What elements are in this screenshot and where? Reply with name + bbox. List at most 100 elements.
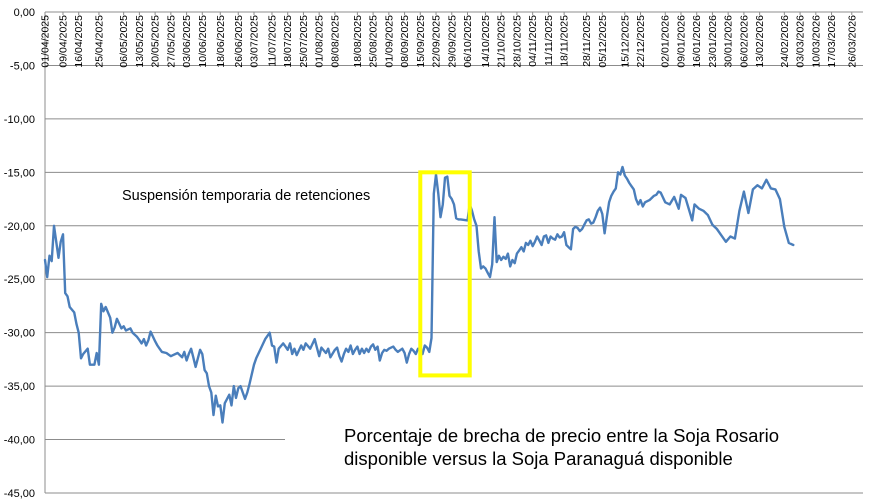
- x-tick-label: 18/06/2025: [215, 15, 227, 68]
- x-tick-label: 06/10/2025: [462, 15, 474, 68]
- data-point: [147, 339, 149, 341]
- data-point: [246, 391, 248, 394]
- data-point: [792, 244, 794, 246]
- data-point: [610, 195, 612, 197]
- chart-title-line-1: Porcentaje de brecha de precio entre la …: [344, 425, 780, 446]
- y-tick-label: -15,00: [4, 167, 35, 179]
- data-point: [368, 351, 370, 353]
- data-point: [716, 228, 718, 230]
- data-point: [738, 210, 741, 212]
- data-point: [57, 257, 60, 259]
- data-point: [639, 199, 642, 201]
- x-tick-label: 18/07/2025: [282, 15, 294, 68]
- data-point: [588, 218, 590, 220]
- data-point: [453, 203, 455, 205]
- data-point: [765, 179, 768, 181]
- data-point: [770, 187, 772, 189]
- data-point: [430, 337, 433, 339]
- data-point: [707, 214, 709, 216]
- data-point: [520, 246, 523, 248]
- data-point: [291, 353, 293, 355]
- data-point: [597, 210, 599, 212]
- data-point: [278, 348, 280, 350]
- data-point: [788, 242, 790, 244]
- data-point: [386, 350, 388, 352]
- data-point: [561, 235, 563, 238]
- data-point: [460, 218, 462, 220]
- data-point: [361, 348, 363, 350]
- data-point: [143, 338, 145, 340]
- data-point: [725, 241, 727, 243]
- x-tick-label: 25/08/2025: [368, 15, 380, 68]
- data-point: [347, 351, 349, 353]
- data-point: [626, 178, 628, 180]
- x-tick-label: 15/12/2025: [619, 15, 631, 68]
- data-point: [601, 213, 603, 215]
- data-point: [78, 332, 80, 334]
- data-point: [170, 355, 172, 357]
- x-tick-label: 02/01/2026: [660, 15, 672, 68]
- data-point: [691, 219, 693, 221]
- data-point: [305, 342, 307, 344]
- data-point: [635, 198, 637, 200]
- x-tick-label: 18/08/2025: [352, 15, 364, 68]
- y-tick-label: -45,00: [4, 488, 35, 500]
- data-point: [100, 303, 102, 305]
- x-tick-label: 27/05/2025: [165, 15, 177, 68]
- data-point: [269, 332, 271, 334]
- data-point: [46, 276, 48, 278]
- data-point: [514, 262, 516, 264]
- data-point: [145, 344, 147, 347]
- data-point: [239, 385, 242, 387]
- data-point: [547, 242, 550, 244]
- y-tick-labels: 0,00 -5,00 -10,00 -15,00 -20,00 -25,00 -30,00 -…: [4, 7, 35, 500]
- x-tick-label: 03/07/2025: [248, 15, 260, 68]
- data-point: [397, 351, 399, 353]
- x-tick-label: 05/12/2025: [597, 15, 609, 68]
- series-line: [43, 165, 795, 424]
- data-point: [404, 352, 406, 354]
- data-point: [89, 364, 91, 366]
- data-point: [53, 225, 55, 227]
- data-point: [624, 174, 626, 177]
- data-point: [536, 235, 538, 238]
- data-point: [334, 349, 336, 351]
- data-point: [93, 364, 95, 366]
- data-point: [48, 255, 51, 257]
- data-point: [296, 354, 298, 356]
- data-point: [493, 216, 496, 218]
- data-point: [556, 233, 559, 235]
- data-point: [318, 355, 320, 357]
- data-point: [475, 225, 478, 227]
- data-point: [563, 231, 565, 233]
- data-point: [177, 352, 179, 354]
- data-point: [132, 332, 134, 334]
- data-point: [195, 366, 197, 368]
- data-point: [154, 340, 156, 342]
- data-point: [82, 353, 84, 355]
- data-point: [507, 253, 509, 255]
- data-point: [210, 391, 212, 394]
- data-point: [199, 349, 201, 351]
- data-point: [545, 234, 547, 236]
- data-point: [183, 351, 185, 353]
- data-point: [698, 208, 700, 210]
- data-point: [779, 198, 781, 200]
- data-point: [552, 238, 554, 240]
- data-point: [204, 369, 206, 371]
- data-point: [554, 239, 556, 241]
- data-point: [568, 246, 570, 248]
- data-point: [532, 245, 534, 247]
- data-point: [606, 216, 608, 218]
- x-tick-label: 06/05/2025: [118, 15, 130, 68]
- x-tick-label: 03/03/2026: [795, 15, 807, 68]
- data-point: [529, 240, 532, 242]
- data-point: [320, 347, 322, 349]
- x-tick-label: 23/01/2026: [707, 15, 719, 68]
- data-point: [424, 344, 426, 347]
- data-point: [628, 182, 630, 184]
- data-point: [300, 344, 302, 347]
- data-point: [109, 317, 111, 319]
- series-layer: [43, 165, 795, 424]
